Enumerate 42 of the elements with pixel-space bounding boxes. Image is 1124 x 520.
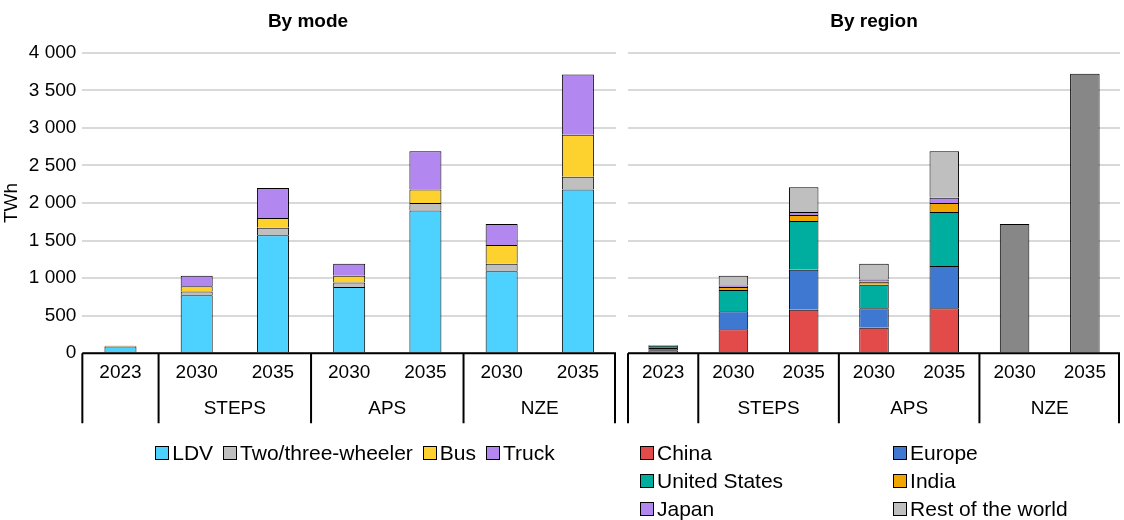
y-tick-label: 3 000	[28, 116, 77, 138]
y-tick-label: 1 500	[28, 228, 77, 250]
y-tick-label: 0	[65, 341, 77, 363]
x-tick-label: 2035	[923, 360, 966, 382]
y-tick-label: 1 000	[28, 266, 77, 288]
text: STEPS	[737, 397, 800, 419]
legend-label: Japan	[657, 496, 715, 520]
text: NZE	[520, 397, 559, 419]
chart-title: By region	[830, 9, 918, 31]
y-tick-label: 3 500	[28, 78, 77, 100]
y-tick-label: 500	[44, 303, 77, 325]
legend-label: Bus	[439, 440, 477, 466]
legend-label: LDV	[172, 440, 214, 466]
legend-label: Two/three-wheeler	[240, 440, 413, 466]
legend-label: Truck	[503, 440, 555, 466]
y-tick-label: 2 000	[28, 191, 77, 213]
x-tick-label: 2035	[1063, 360, 1106, 382]
text: APS	[890, 397, 929, 419]
x-tick-label: 2035	[782, 360, 825, 382]
legend-label: United States	[657, 468, 784, 494]
legend-label: Rest of the world	[910, 496, 1068, 520]
text: STEPS	[203, 397, 266, 419]
x-tick-label: 2030	[852, 360, 896, 382]
legend-label: India	[910, 468, 956, 494]
x-tick-label: 2035	[556, 360, 600, 382]
legend-label: China	[657, 440, 712, 466]
x-tick-label: 2035	[404, 360, 447, 382]
legend-label: Europe	[910, 440, 978, 466]
x-tick-label: 2030	[328, 360, 371, 382]
x-tick-label: 2035	[251, 360, 295, 382]
y-tick-label: 4 000	[28, 41, 77, 63]
x-tick-label: 2030	[712, 360, 755, 382]
text: APS	[368, 397, 407, 419]
chart-title: By mode	[267, 9, 349, 31]
x-tick-label: 2030	[175, 360, 218, 382]
x-tick-label: 2030	[480, 360, 523, 382]
x-tick-label: 2030	[993, 360, 1036, 382]
y-tick-label: 2 500	[28, 153, 77, 175]
y-axis-title: TWh	[0, 182, 21, 224]
x-tick-label: 2023	[642, 360, 685, 382]
text: NZE	[1030, 397, 1069, 419]
x-tick-label: 2023	[99, 360, 142, 382]
